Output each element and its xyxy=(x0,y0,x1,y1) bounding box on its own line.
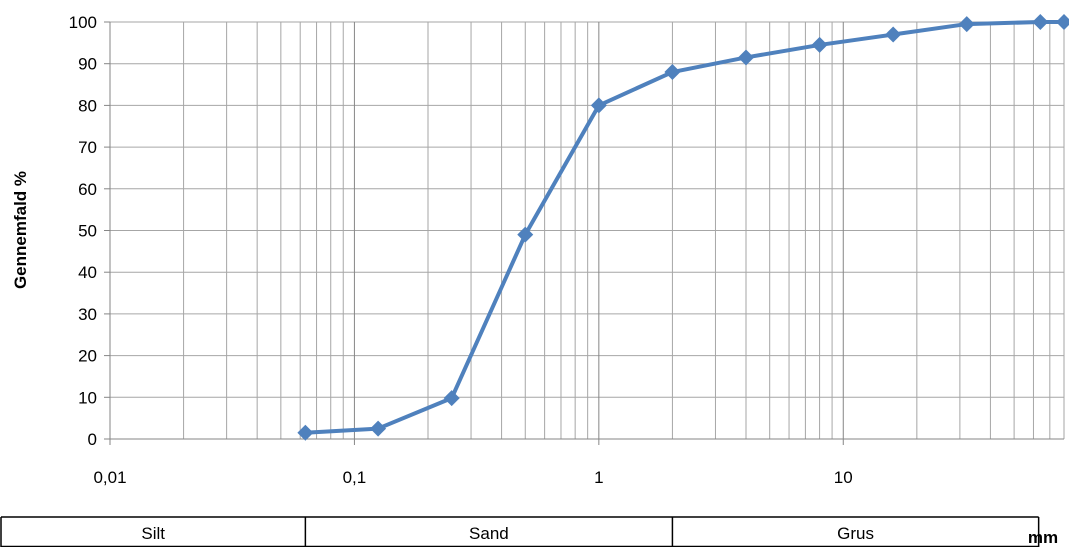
x-tick-label: 10 xyxy=(834,468,853,487)
y-tick-label: 10 xyxy=(78,388,97,407)
series-layer xyxy=(297,14,1069,441)
data-point xyxy=(885,26,902,43)
grid xyxy=(109,21,1065,439)
data-point xyxy=(590,97,607,114)
y-tick-label: 30 xyxy=(78,305,97,324)
data-point xyxy=(443,390,460,407)
y-axis-title: Gennemfald % xyxy=(11,171,30,289)
y-tick-label: 0 xyxy=(88,430,97,449)
data-point xyxy=(811,36,828,53)
series-line xyxy=(305,20,1064,435)
data-point xyxy=(297,424,314,441)
data-point xyxy=(958,16,975,33)
data-point xyxy=(1032,14,1049,30)
x-axis-unit: mm xyxy=(1028,528,1058,547)
y-tick-label: 80 xyxy=(78,96,97,115)
data-point xyxy=(738,49,754,66)
y-tick-label: 70 xyxy=(78,138,97,157)
data-point xyxy=(664,64,681,81)
zone-label: Sand xyxy=(469,524,509,543)
zone-label: Silt xyxy=(141,524,165,543)
y-tick-label: 90 xyxy=(78,55,97,74)
data-point xyxy=(1056,14,1069,30)
data-point xyxy=(370,420,387,437)
y-tick-label: 100 xyxy=(69,13,97,32)
x-tick-label: 0,1 xyxy=(343,468,367,487)
zone-label: Grus xyxy=(837,524,874,543)
x-tick-label: 0,01 xyxy=(93,468,126,487)
y-tick-label: 20 xyxy=(78,347,97,366)
x-tick-label: 1 xyxy=(594,468,603,487)
data-point xyxy=(517,226,534,243)
tick-labels: 0 10 20 30 40 50 60 70 80 90 100 0,01 0,1 1 10 xyxy=(69,13,853,487)
zone-table: Silt Sand Grus xyxy=(0,516,1040,547)
y-tick-label: 50 xyxy=(78,222,97,241)
axes xyxy=(104,21,1064,445)
y-tick-label: 40 xyxy=(78,263,97,282)
y-tick-label: 60 xyxy=(78,180,97,199)
